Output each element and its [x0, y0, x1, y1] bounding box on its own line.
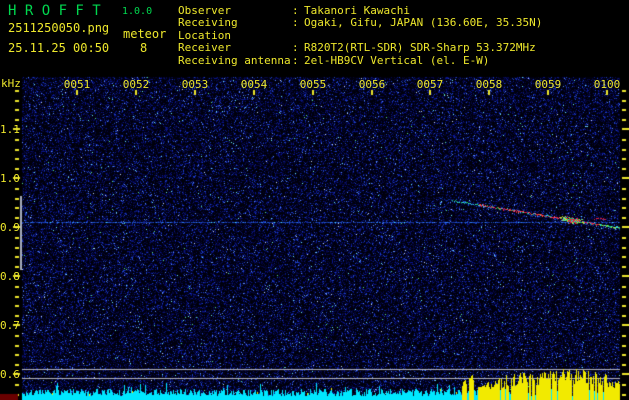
info-label: Receiver [178, 41, 231, 55]
time-tick-label: 0059 [534, 78, 562, 91]
freq-tick-label: 0.9 [0, 221, 20, 234]
freq-tick-label: 0.7 [0, 319, 20, 332]
info-separator: : [292, 41, 299, 55]
info-row-location: Receiving Location : Ogaki, Gifu, JAPAN … [178, 17, 542, 42]
app-version: 1.0.0 [122, 6, 153, 17]
info-value: Ogaki, Gifu, JAPAN (136.60E, 35.35N) [304, 16, 543, 30]
app-title: H R O F F T [8, 3, 101, 19]
echo-count: 8 [140, 41, 148, 55]
info-label: Receiving antenna [178, 53, 291, 67]
time-tick-label: 0100 [593, 78, 621, 91]
info-value: 2el-HB9CV Vertical (el. E-W) [304, 53, 490, 67]
freq-tick-label: 1.1 [0, 123, 20, 136]
info-separator: : [292, 4, 299, 17]
time-tick-label: 0051 [63, 78, 91, 91]
time-tick-label: 0057 [416, 78, 444, 91]
freq-axis-unit: kHz [1, 77, 21, 90]
output-filename: 2511250050.png [8, 21, 110, 35]
observation-mode: meteor [123, 27, 167, 41]
time-tick-label: 0053 [181, 78, 209, 91]
station-info: Observer : Takanori Kawachi Receiving Lo… [178, 4, 542, 67]
time-tick-label: 0058 [475, 78, 503, 91]
freq-tick-label: 0.6 [0, 368, 20, 381]
info-label: Observer [178, 4, 231, 17]
info-separator: : [292, 53, 299, 67]
freq-tick-label: 0.8 [0, 270, 20, 283]
time-tick-label: 0055 [299, 78, 327, 91]
info-row-observer: Observer : Takanori Kawachi [178, 4, 542, 17]
info-value: R820T2(RTL-SDR) SDR-Sharp 53.372MHz [304, 41, 536, 55]
freq-tick-label: 1.0 [0, 172, 20, 185]
time-tick-label: 0056 [358, 78, 386, 91]
time-tick-label: 0052 [122, 78, 150, 91]
observation-datetime: 25.11.25 00:50 [8, 41, 110, 55]
info-value: Takanori Kawachi [304, 4, 410, 17]
info-row-receiver: Receiver : R820T2(RTL-SDR) SDR-Sharp 53.… [178, 41, 542, 55]
info-row-antenna: Receiving antenna : 2el-HB9CV Vertical (… [178, 53, 542, 67]
time-tick-label: 0054 [240, 78, 268, 91]
info-label: Receiving Location [178, 16, 238, 42]
info-separator: : [292, 16, 299, 30]
